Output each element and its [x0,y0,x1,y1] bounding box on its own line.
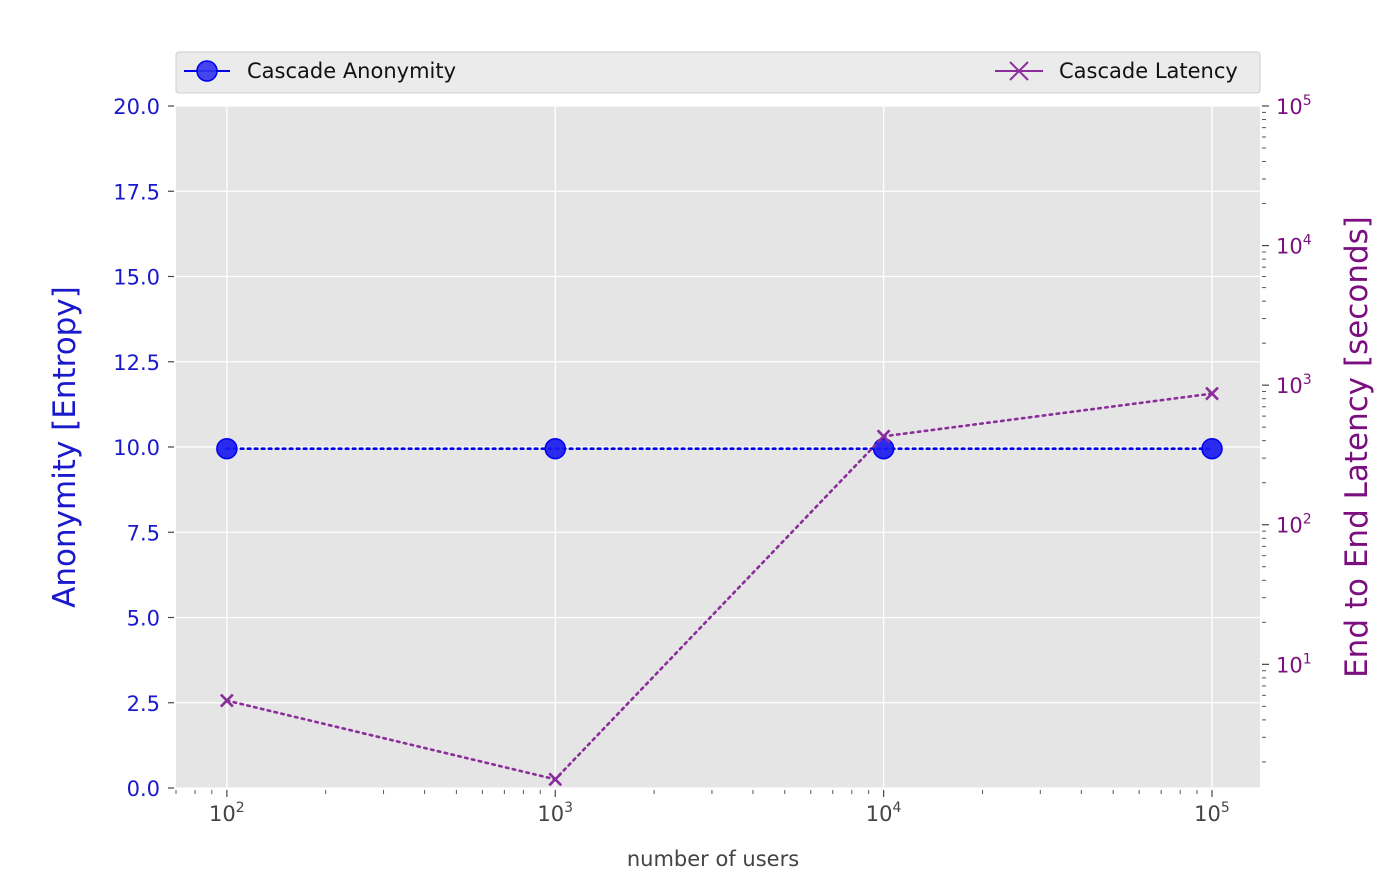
legend-anonymity-marker [196,60,218,82]
legend-anonymity-label: Cascade Anonymity [247,59,456,83]
left-y-tick-label: 10.0 [113,436,160,460]
cascade-latency-point [219,693,234,708]
right-y-tick-label: 105 [1276,93,1312,119]
minor-tick-marks [175,790,1198,794]
right-y-tick-label: 102 [1276,512,1312,538]
series-layer [216,386,1223,787]
left-y-tick-label: 2.5 [127,692,160,716]
x-axis-label: number of users [627,847,799,871]
x-axis: 102 103 104 105 [209,790,1230,826]
left-y-tick-label: 7.5 [127,521,160,545]
left-y-tick-label: 12.5 [113,351,160,375]
cascade-anonymity-point [544,437,566,460]
x-tick-label: 103 [537,800,573,826]
x-tick-label: 105 [1194,800,1230,826]
left-y-tick-label: 17.5 [113,180,160,204]
cascade-anonymity-point [216,437,238,460]
x-tick-label: 102 [209,800,245,826]
right-y-tick-label: 101 [1276,651,1312,677]
legend-box [175,51,1261,94]
left-y-tick-label: 15.0 [113,266,160,290]
right-y-tick-label: 103 [1276,372,1312,398]
cascade-latency-point [876,429,891,444]
left-y-tick-label: 5.0 [127,607,160,631]
left-y-axis: 0.0 2.5 5.0 7.5 10.0 12.5 15.0 17.5 20.0 [113,95,174,801]
cascade-latency-point [1205,386,1219,401]
left-y-axis-label: Anonymity [Entropy] [47,286,83,608]
x-tick-label: 104 [866,800,902,826]
cascade-latency-point [548,772,563,787]
cascade-anonymity-point [1201,437,1223,460]
right-y-axis-label: End to End Latency [seconds] [1339,216,1375,678]
cascade-latency-line [225,392,1214,781]
cascade-anonymity-point [872,437,895,460]
legend: Cascade Anonymity Cascade Latency [175,51,1261,94]
right-y-axis: 101 102 103 104 105 [1262,93,1312,763]
left-y-tick-label: 20.0 [113,95,160,119]
legend-latency-marker [1009,61,1029,81]
right-y-tick-label: 104 [1276,233,1312,259]
left-y-tick-label: 0.0 [127,777,160,801]
legend-latency-label: Cascade Latency [1059,59,1238,83]
